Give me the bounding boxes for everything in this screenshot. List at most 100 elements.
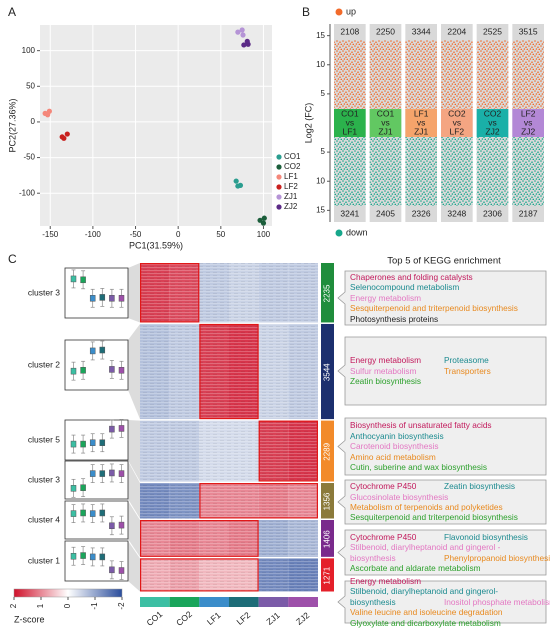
- comparison-label: CO1: [341, 108, 359, 118]
- kegg-terms: Cytochrome P450 Zeatin biosynthesis Glucos…: [350, 480, 545, 524]
- kegg-line: Amino acid metabolism: [350, 452, 545, 462]
- x-tick-label: -100: [85, 230, 102, 239]
- up-count: 2250: [376, 26, 395, 36]
- x-tick-label: 50: [216, 230, 225, 239]
- box: [99, 294, 106, 301]
- cluster-label: cluster 5: [28, 434, 60, 444]
- box: [70, 510, 77, 517]
- kegg-terms: Energy metabolism Stilbenoid, diarylhepta…: [350, 576, 550, 628]
- connector: [128, 420, 140, 482]
- kegg-term: Anthocyanin biosynthesis: [350, 430, 444, 441]
- y-tick-label: 5: [321, 89, 326, 98]
- highlight-outline: [140, 263, 200, 323]
- box: [109, 425, 115, 433]
- kegg-term: Ascorbate and aldarate metabolism: [350, 562, 481, 573]
- point: [240, 32, 246, 38]
- texture: [140, 558, 318, 592]
- up-count: 2204: [447, 26, 466, 36]
- legend-swatch: [276, 174, 282, 180]
- kegg-terms: Energy metabolism Proteasome Sulfur metabo…: [350, 337, 545, 405]
- down-count: 3248: [447, 208, 466, 218]
- kegg-line: Carotenoid biosynthesis: [350, 441, 545, 451]
- kegg-line: Selenocompound metabolism: [350, 282, 545, 292]
- connector: [128, 501, 140, 557]
- kegg-term: Biosynthesis of unsaturated fatty acids: [350, 420, 492, 431]
- box: [99, 439, 106, 446]
- legend-swatch: [276, 154, 282, 160]
- box: [99, 553, 106, 561]
- up-genes: [441, 40, 473, 109]
- highlight-outline: [199, 483, 319, 519]
- comparison-box: [369, 109, 402, 137]
- colorbar-tick-label: 2: [9, 603, 18, 608]
- y-tick-label: 100: [22, 46, 36, 55]
- cluster-size-bar: [321, 519, 334, 557]
- texture: [140, 263, 318, 323]
- kegg-terms: Chaperones and folding catalysts Selenoco…: [350, 271, 545, 325]
- column-color: [199, 597, 229, 607]
- box: [118, 295, 125, 302]
- point: [235, 183, 241, 189]
- y-tick-label: 10: [316, 176, 325, 185]
- kegg-line: Sesquiterpenoid and triterpenoid biosynt…: [350, 512, 545, 522]
- comparison-label: ZJ2: [485, 126, 499, 136]
- texture: [140, 483, 318, 519]
- kegg-line: Energy metabolism: [350, 293, 545, 303]
- comparison-label: vs: [417, 117, 426, 127]
- kegg-term: Stilbenoid, diarylheptanoid and gingerol…: [350, 586, 499, 597]
- cluster-size-bar: [321, 483, 334, 519]
- colorbar-label: Z-score: [14, 614, 45, 624]
- kegg-line: Anthocyanin biosynthesis: [350, 431, 545, 441]
- box: [109, 366, 115, 373]
- point: [64, 131, 70, 137]
- y-tick-label: 5: [321, 147, 326, 156]
- box: [109, 469, 115, 477]
- box: [109, 522, 115, 530]
- boxplot-panel: [64, 500, 129, 540]
- box: [99, 470, 106, 477]
- connector: [128, 263, 140, 323]
- up-count: 3515: [519, 26, 538, 36]
- kegg-term: Sulfur metabolism: [350, 365, 417, 376]
- up-genes: [405, 40, 437, 109]
- box: [70, 485, 77, 492]
- kegg-term: Energy metabolism: [350, 355, 422, 366]
- y-tick-label: -50: [23, 153, 35, 162]
- kegg-line: Energy metabolism: [350, 576, 545, 586]
- cluster-label: cluster 2: [28, 359, 60, 369]
- down-genes: [405, 137, 437, 206]
- kegg-term: Sesquiterpenoid and triterpenoid biosynt…: [350, 512, 518, 523]
- kegg-term: Zeatin biosynthesis: [350, 376, 422, 387]
- kegg-term: Photosynthesis proteins: [350, 313, 439, 324]
- boxplot-panel: [64, 267, 129, 319]
- kegg-line: Stilbenoid, diarylheptanoid and gingerol…: [350, 542, 545, 552]
- kegg-line: Zeatin biosynthesis: [350, 376, 545, 386]
- colorbar-tick-label: -1: [90, 602, 99, 610]
- kegg-line: Energy metabolism Proteasome: [350, 355, 545, 365]
- comparison-box: [405, 109, 437, 137]
- comparison-label: LF2: [450, 126, 465, 136]
- colorbar-tick-label: -2: [117, 602, 126, 610]
- down-count: 2405: [376, 208, 395, 218]
- x-tick-label: -50: [130, 230, 142, 239]
- cluster-size-bar: [321, 263, 334, 323]
- kegg-line: Valine leucine and isoleucine degradatio…: [350, 607, 545, 617]
- kegg-term: Cytochrome P450: [350, 531, 417, 542]
- cluster-label: cluster 3: [28, 474, 60, 484]
- comparison-box: [512, 109, 544, 137]
- legend-label: LF2: [284, 182, 298, 191]
- column-color: [140, 597, 170, 607]
- cluster-label: cluster 3: [28, 287, 60, 297]
- kegg-term: Transporters: [444, 365, 491, 376]
- legend-label: ZJ1: [284, 192, 298, 201]
- column-label: LF1: [205, 610, 223, 627]
- kegg-line: Ascorbate and aldarate metabolism: [350, 563, 545, 573]
- kegg-line: Chaperones and folding catalysts: [350, 272, 545, 282]
- down-count: 2187: [519, 208, 538, 218]
- box: [70, 367, 77, 375]
- point: [233, 178, 239, 184]
- kegg-term: Metabolism of terpenoids and polyketides: [350, 502, 503, 512]
- box: [89, 470, 96, 477]
- texture: [140, 420, 318, 482]
